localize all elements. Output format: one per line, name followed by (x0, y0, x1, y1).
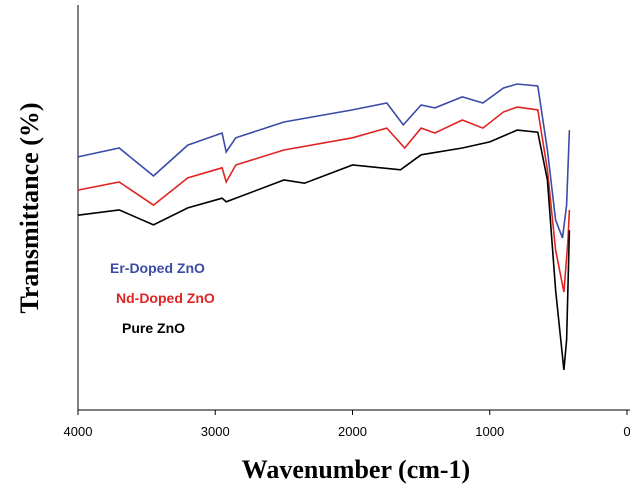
series-line (77, 129, 571, 370)
x-tick-label: 2000 (338, 424, 367, 439)
y-axis-title: Transmittance (%) (15, 102, 44, 313)
x-tick-label: 3000 (201, 424, 230, 439)
x-tick-label: 1000 (475, 424, 504, 439)
legend-label: Pure ZnO (122, 320, 185, 336)
x-tick-label: 0 (623, 424, 630, 439)
x-axis-title: Wavenumber (cm-1) (242, 455, 470, 484)
series-line (77, 106, 571, 293)
legend-label: Nd-Doped ZnO (116, 290, 215, 306)
legend-label: Er-Doped ZnO (110, 260, 205, 276)
x-tick-label: 4000 (64, 424, 93, 439)
series-line (77, 83, 571, 239)
